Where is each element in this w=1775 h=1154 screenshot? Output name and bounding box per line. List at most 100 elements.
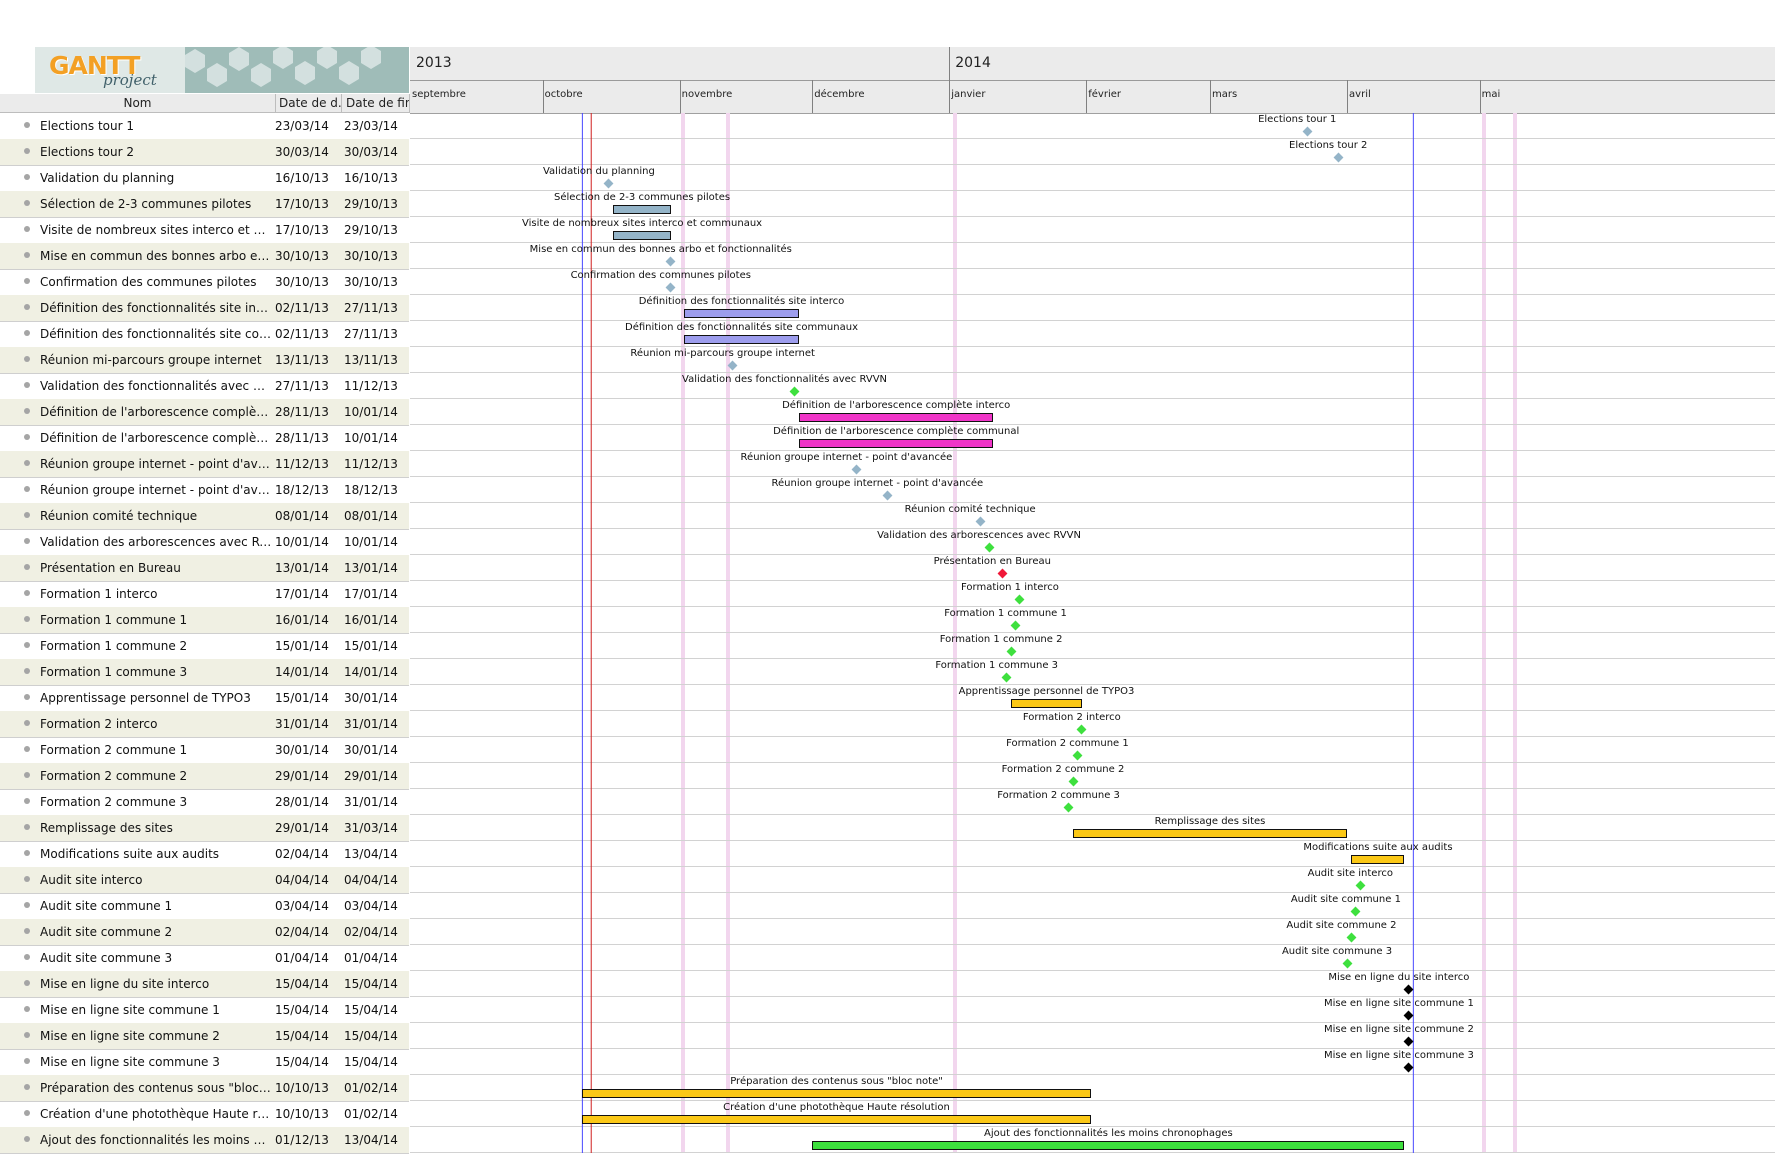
- task-row[interactable]: Mise en ligne site commune 3 15/04/14 15/0…: [0, 1049, 409, 1076]
- task-name[interactable]: Confirmation des communes pilotes: [40, 275, 257, 289]
- task-bar[interactable]: [582, 1115, 1091, 1124]
- task-bar[interactable]: [684, 309, 799, 318]
- task-row[interactable]: Définition de l'arborescence complète co…: [0, 425, 409, 452]
- task-start-date[interactable]: 28/01/14: [275, 795, 329, 809]
- task-name[interactable]: Mise en ligne site commune 2: [40, 1029, 220, 1043]
- task-start-date[interactable]: 15/04/14: [275, 977, 329, 991]
- task-name[interactable]: Mise en ligne du site interco: [40, 977, 210, 991]
- task-bar[interactable]: [812, 1141, 1405, 1150]
- task-row[interactable]: Modifications suite aux audits 02/04/14 13…: [0, 841, 409, 868]
- task-end-date[interactable]: 30/10/13: [344, 275, 398, 289]
- task-row[interactable]: Elections tour 1 23/03/14 23/03/14: [0, 113, 409, 140]
- task-start-date[interactable]: 15/04/14: [275, 1055, 329, 1069]
- task-name[interactable]: Définition de l'arborescence complète co…: [40, 431, 272, 445]
- task-start-date[interactable]: 15/01/14: [275, 639, 329, 653]
- task-name[interactable]: Réunion groupe internet - point d'avancé…: [40, 457, 272, 471]
- task-row[interactable]: Visite de nombreux sites interco et comm…: [0, 217, 409, 244]
- task-end-date[interactable]: 18/12/13: [344, 483, 398, 497]
- task-end-date[interactable]: 01/02/14: [344, 1107, 398, 1121]
- task-end-date[interactable]: 29/01/14: [344, 769, 398, 783]
- task-name[interactable]: Présentation en Bureau: [40, 561, 181, 575]
- column-header-end[interactable]: Date de fin: [342, 94, 410, 112]
- task-row[interactable]: Apprentissage personnel de TYPO3 15/01/14…: [0, 685, 409, 712]
- task-start-date[interactable]: 31/01/14: [275, 717, 329, 731]
- task-row[interactable]: Formation 1 commune 2 15/01/14 15/01/14: [0, 633, 409, 660]
- task-start-date[interactable]: 28/11/13: [275, 405, 329, 419]
- task-row[interactable]: Réunion mi-parcours groupe internet 13/11…: [0, 347, 409, 374]
- task-start-date[interactable]: 02/11/13: [275, 301, 329, 315]
- task-end-date[interactable]: 27/11/13: [344, 301, 398, 315]
- task-start-date[interactable]: 14/01/14: [275, 665, 329, 679]
- task-row[interactable]: Validation des fonctionnalités avec RVVN…: [0, 373, 409, 400]
- task-bar[interactable]: [1073, 829, 1348, 838]
- task-name[interactable]: Validation des arborescences avec RVVN: [40, 535, 272, 549]
- task-row[interactable]: Audit site commune 1 03/04/14 03/04/14: [0, 893, 409, 920]
- task-end-date[interactable]: 27/11/13: [344, 327, 398, 341]
- task-end-date[interactable]: 29/10/13: [344, 197, 398, 211]
- task-end-date[interactable]: 01/02/14: [344, 1081, 398, 1095]
- task-start-date[interactable]: 16/01/14: [275, 613, 329, 627]
- task-name[interactable]: Définition des fonctionnalités site inte…: [40, 301, 272, 315]
- task-row[interactable]: Définition des fonctionnalités site comm…: [0, 321, 409, 348]
- task-name[interactable]: Mise en ligne site commune 1: [40, 1003, 220, 1017]
- task-row[interactable]: Mise en ligne site commune 1 15/04/14 15/0…: [0, 997, 409, 1024]
- task-end-date[interactable]: 15/04/14: [344, 1029, 398, 1043]
- task-row[interactable]: Réunion groupe internet - point d'avancé…: [0, 477, 409, 504]
- task-bar[interactable]: [613, 231, 671, 240]
- task-start-date[interactable]: 27/11/13: [275, 379, 329, 393]
- task-row[interactable]: Formation 2 commune 3 28/01/14 31/01/14: [0, 789, 409, 816]
- task-row[interactable]: Formation 2 interco 31/01/14 31/01/14: [0, 711, 409, 738]
- task-start-date[interactable]: 15/01/14: [275, 691, 329, 705]
- task-row[interactable]: Mise en commun des bonnes arbo et foncti…: [0, 243, 409, 270]
- task-name[interactable]: Audit site interco: [40, 873, 143, 887]
- task-name[interactable]: Réunion mi-parcours groupe internet: [40, 353, 262, 367]
- task-name[interactable]: Formation 2 commune 1: [40, 743, 188, 757]
- task-name[interactable]: Création d'une photothèque Haute résolut…: [40, 1107, 272, 1121]
- task-name[interactable]: Audit site commune 1: [40, 899, 173, 913]
- task-row[interactable]: Réunion comité technique 08/01/14 08/01/14: [0, 503, 409, 530]
- task-name[interactable]: Elections tour 1: [40, 119, 134, 133]
- task-start-date[interactable]: 28/11/13: [275, 431, 329, 445]
- task-start-date[interactable]: 10/10/13: [275, 1107, 329, 1121]
- task-start-date[interactable]: 29/01/14: [275, 821, 329, 835]
- task-name[interactable]: Mise en ligne site commune 3: [40, 1055, 220, 1069]
- task-end-date[interactable]: 15/01/14: [344, 639, 398, 653]
- task-row[interactable]: Formation 2 commune 1 30/01/14 30/01/14: [0, 737, 409, 764]
- task-start-date[interactable]: 10/01/14: [275, 535, 329, 549]
- task-start-date[interactable]: 17/01/14: [275, 587, 329, 601]
- task-start-date[interactable]: 02/04/14: [275, 847, 329, 861]
- task-name[interactable]: Réunion comité technique: [40, 509, 198, 523]
- task-start-date[interactable]: 23/03/14: [275, 119, 329, 133]
- task-start-date[interactable]: 08/01/14: [275, 509, 329, 523]
- column-header-name[interactable]: Nom: [0, 94, 276, 112]
- task-row[interactable]: Mise en ligne du site interco 15/04/14 15/…: [0, 971, 409, 998]
- task-end-date[interactable]: 23/03/14: [344, 119, 398, 133]
- task-end-date[interactable]: 15/04/14: [344, 1003, 398, 1017]
- task-end-date[interactable]: 03/04/14: [344, 899, 398, 913]
- task-name[interactable]: Sélection de 2-3 communes pilotes: [40, 197, 252, 211]
- task-row[interactable]: Réunion groupe internet - point d'avancé…: [0, 451, 409, 478]
- task-bar[interactable]: [684, 335, 799, 344]
- task-row[interactable]: Formation 2 commune 2 29/01/14 29/01/14: [0, 763, 409, 790]
- task-row[interactable]: Audit site interco 04/04/14 04/04/14: [0, 867, 409, 894]
- task-start-date[interactable]: 13/11/13: [275, 353, 329, 367]
- task-bar[interactable]: [1351, 855, 1405, 864]
- task-name[interactable]: Formation 2 commune 2: [40, 769, 188, 783]
- task-row[interactable]: Validation des arborescences avec RVVN 10…: [0, 529, 409, 556]
- column-header-start[interactable]: Date de d...: [275, 94, 342, 112]
- task-start-date[interactable]: 29/01/14: [275, 769, 329, 783]
- task-row[interactable]: Remplissage des sites 29/01/14 31/03/14: [0, 815, 409, 842]
- task-row[interactable]: Définition de l'arborescence complète in…: [0, 399, 409, 426]
- task-end-date[interactable]: 13/04/14: [344, 1133, 398, 1147]
- task-end-date[interactable]: 13/11/13: [344, 353, 398, 367]
- task-bar[interactable]: [1011, 699, 1082, 708]
- task-end-date[interactable]: 15/04/14: [344, 977, 398, 991]
- task-bar[interactable]: [613, 205, 671, 214]
- task-end-date[interactable]: 30/10/13: [344, 249, 398, 263]
- task-start-date[interactable]: 02/11/13: [275, 327, 329, 341]
- task-row[interactable]: Audit site commune 2 02/04/14 02/04/14: [0, 919, 409, 946]
- task-end-date[interactable]: 15/04/14: [344, 1055, 398, 1069]
- task-name[interactable]: Définition des fonctionnalités site comm…: [40, 327, 272, 341]
- task-name[interactable]: Formation 2 commune 3: [40, 795, 188, 809]
- task-end-date[interactable]: 30/03/14: [344, 145, 398, 159]
